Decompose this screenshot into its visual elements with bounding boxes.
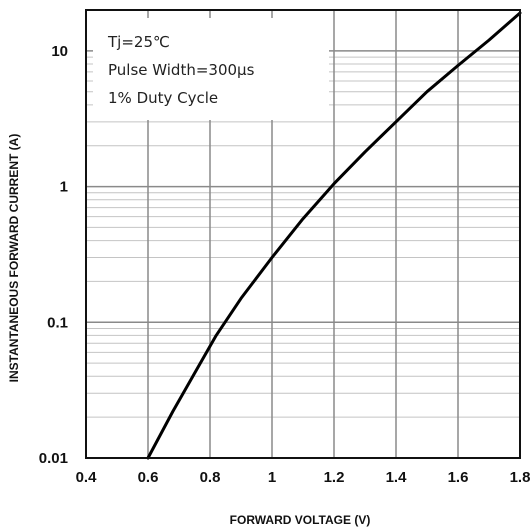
x-tick-label: 1.8	[510, 469, 531, 486]
x-tick-label: 0.4	[76, 469, 98, 486]
x-tick-label: 0.8	[200, 469, 221, 486]
y-tick-label: 10	[51, 43, 68, 60]
annotation-duty-cycle: 1% Duty Cycle	[108, 89, 218, 107]
y-tick-labels: 0.01 0.1 1 10	[39, 43, 68, 467]
forward-current-curve	[146, 11, 522, 460]
x-tick-label: 0.6	[138, 469, 159, 486]
series-layer	[146, 11, 522, 460]
annotation-temperature: Tj=25℃	[107, 33, 170, 51]
y-tick-label: 1	[60, 179, 68, 196]
x-axis-label: FORWARD VOLTAGE (V)	[230, 513, 371, 527]
y-tick-label: 0.01	[39, 450, 68, 467]
plot-frame	[85, 9, 521, 459]
x-tick-label: 1	[268, 469, 276, 486]
annotation-pulse-width: Pulse Width=300μs	[108, 61, 255, 79]
x-tick-label: 1.6	[448, 469, 469, 486]
x-tick-label: 1.2	[324, 469, 345, 486]
annotation-box	[93, 18, 329, 120]
y-axis-label: INSTANTANEOUS FORWARD CURRENT (A)	[7, 134, 21, 383]
x-tick-label: 1.4	[386, 469, 408, 486]
y-tick-label: 0.1	[47, 314, 68, 331]
x-tick-labels: 0.4 0.6 0.8 1 1.2 1.4 1.6 1.8	[76, 469, 531, 486]
